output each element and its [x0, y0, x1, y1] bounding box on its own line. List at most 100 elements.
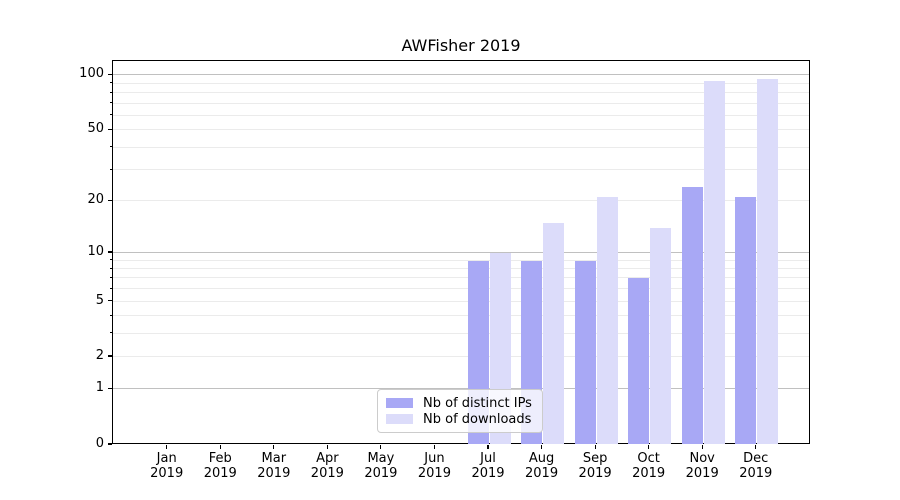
y-axis-tick [107, 199, 112, 201]
gridline-major [113, 388, 809, 390]
bar [543, 222, 565, 444]
y-axis-minor-tick [109, 102, 112, 104]
x-tick-month: Oct [637, 451, 660, 466]
x-axis-tick [326, 444, 328, 449]
x-axis-tick [380, 444, 382, 449]
x-tick-month: Apr [316, 451, 339, 466]
gridline-minor [113, 82, 809, 84]
x-axis-tick [166, 444, 168, 449]
y-axis-tick [107, 73, 112, 76]
y-axis-minor-tick [109, 287, 112, 289]
x-axis-tick [648, 444, 650, 449]
bar [650, 228, 672, 444]
y-axis-minor-tick [109, 332, 112, 334]
y-axis-minor-tick [109, 267, 112, 269]
bar [735, 197, 757, 444]
x-tick-year: 2019 [364, 466, 398, 481]
gridline-minor [113, 315, 809, 317]
plot-area [112, 60, 810, 444]
gridline-minor [113, 356, 809, 358]
legend: Nb of distinct IPs Nb of downloads [377, 389, 543, 433]
gridline-minor [113, 332, 809, 334]
gridline-minor [113, 129, 809, 131]
x-tick-month: Aug [528, 451, 555, 466]
x-axis-tick-label: Nov 2019 [674, 451, 730, 481]
gridline-minor [113, 114, 809, 116]
x-tick-year: 2019 [417, 466, 451, 481]
y-axis-minor-tick [109, 259, 112, 261]
gridline-minor [113, 102, 809, 104]
y-axis-tick [107, 443, 112, 445]
y-axis-tick-label: 5 [95, 292, 104, 308]
y-axis-minor-tick [109, 82, 112, 84]
x-tick-year: 2019 [578, 466, 612, 481]
bar [574, 260, 596, 444]
x-axis-tick [755, 444, 757, 449]
y-axis-minor-tick [109, 146, 112, 148]
x-axis-tick-label: Apr 2019 [299, 451, 355, 481]
x-axis-tick-label: Dec 2019 [728, 451, 784, 481]
gridline-major [113, 74, 809, 76]
gridline-minor [113, 300, 809, 302]
y-axis-minor-tick [109, 168, 112, 170]
legend-item-downloads: Nb of downloads [386, 411, 534, 427]
x-axis-tick-label: May 2019 [353, 451, 409, 481]
gridline-minor [113, 169, 809, 171]
y-axis-minor-tick [109, 91, 112, 93]
y-axis-tick-label: 1 [95, 380, 104, 396]
y-axis-tick-label: 100 [79, 66, 104, 82]
legend-item-distinct-ips: Nb of distinct IPs [386, 395, 534, 411]
x-tick-month: Dec [743, 451, 769, 466]
gridline-minor [113, 259, 809, 261]
x-axis-tick [701, 444, 703, 449]
chart-title: AWFisher 2019 [401, 36, 521, 55]
x-axis-tick [219, 444, 221, 449]
y-axis-tick [107, 355, 112, 357]
x-axis-tick-label: Mar 2019 [246, 451, 302, 481]
gridline-minor [113, 92, 809, 94]
x-axis-tick-label: Jul 2019 [460, 451, 516, 481]
x-axis-tick-label: Feb 2019 [192, 451, 248, 481]
y-axis-tick-label: 2 [95, 348, 104, 364]
x-tick-month: Jun [424, 451, 445, 466]
y-axis-tick-label: 50 [87, 121, 104, 137]
y-axis-tick-label: 10 [87, 244, 104, 259]
x-tick-month: Sep [582, 451, 608, 466]
x-tick-month: Feb [208, 451, 232, 466]
bar [628, 278, 650, 444]
x-tick-year: 2019 [525, 466, 559, 481]
y-axis-tick [107, 251, 112, 253]
x-axis-tick-label: Sep 2019 [567, 451, 623, 481]
gridline-minor [113, 200, 809, 202]
x-tick-year: 2019 [203, 466, 237, 481]
x-axis-tick-label: Jan 2019 [139, 451, 195, 481]
x-tick-year: 2019 [257, 466, 291, 481]
y-axis-minor-tick [109, 276, 112, 278]
x-tick-year: 2019 [739, 466, 773, 481]
bar [703, 81, 725, 444]
bar [757, 78, 779, 444]
legend-label-distinct-ips: Nb of distinct IPs [423, 395, 532, 411]
x-axis-tick [273, 444, 275, 449]
gridline-minor [113, 146, 809, 148]
x-axis-tick [433, 444, 436, 449]
bar [596, 197, 618, 444]
x-axis-tick [487, 444, 489, 449]
y-axis-minor-tick [109, 114, 112, 116]
y-axis-minor-tick [109, 314, 112, 316]
legend-swatch-distinct-ips [386, 398, 413, 408]
x-tick-month: Jul [480, 451, 496, 466]
x-tick-year: 2019 [150, 466, 184, 481]
gridline-major [113, 252, 809, 253]
x-axis-tick [594, 444, 596, 449]
x-axis-tick-label: Oct 2019 [621, 451, 677, 481]
gridline-minor [113, 288, 809, 290]
gridline-minor [113, 277, 809, 279]
x-tick-month: Mar [261, 451, 287, 466]
x-tick-month: Nov [689, 451, 715, 466]
legend-label-downloads: Nb of downloads [423, 411, 532, 427]
legend-swatch-downloads [386, 414, 413, 424]
x-tick-year: 2019 [632, 466, 666, 481]
gridline-minor [113, 268, 809, 270]
